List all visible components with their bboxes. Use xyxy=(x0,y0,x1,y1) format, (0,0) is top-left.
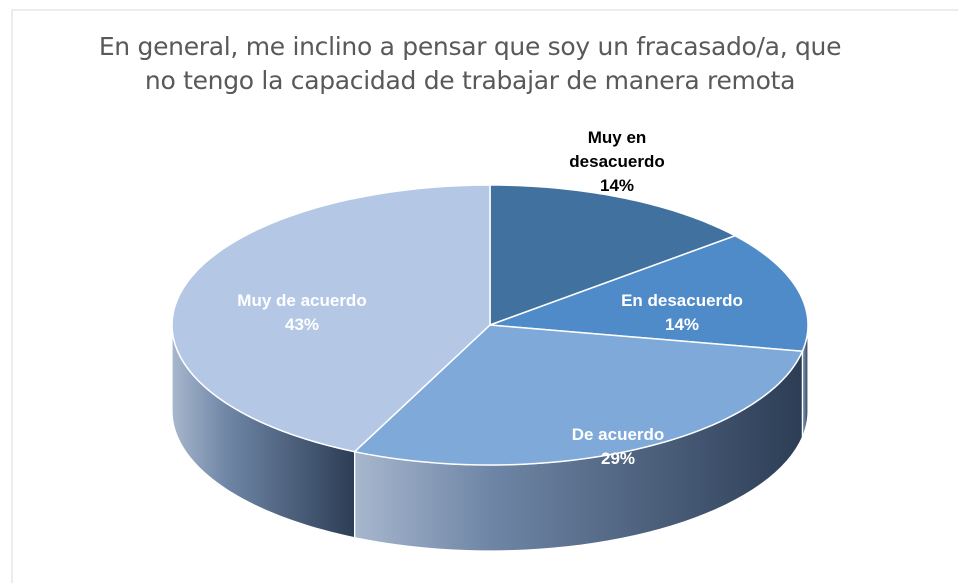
slice-name: Muy en desacuerdo xyxy=(569,128,665,171)
chart-title: En general, me inclino a pensar que soy … xyxy=(98,32,842,95)
slice-percent: 14% xyxy=(599,176,635,195)
data-label: Muy de acuerdo 43% xyxy=(202,289,402,337)
data-label: En desacuerdo 14% xyxy=(582,289,782,337)
pie-slice xyxy=(489,234,809,353)
slice-percent: 43% xyxy=(284,315,320,334)
pie-slice xyxy=(489,184,737,327)
slice-percent: 14% xyxy=(664,315,700,334)
data-label: Muy en desacuerdo 14% xyxy=(552,126,682,198)
slice-name: Muy de acuerdo xyxy=(237,291,367,310)
pie-slice xyxy=(171,184,491,453)
chart-border xyxy=(11,9,958,583)
slice-name: De acuerdo xyxy=(571,425,665,444)
slice-name: En desacuerdo xyxy=(621,291,743,310)
slice-percent: 29% xyxy=(600,449,636,468)
pie-slice xyxy=(353,324,804,466)
data-label: De acuerdo 29% xyxy=(518,423,718,471)
